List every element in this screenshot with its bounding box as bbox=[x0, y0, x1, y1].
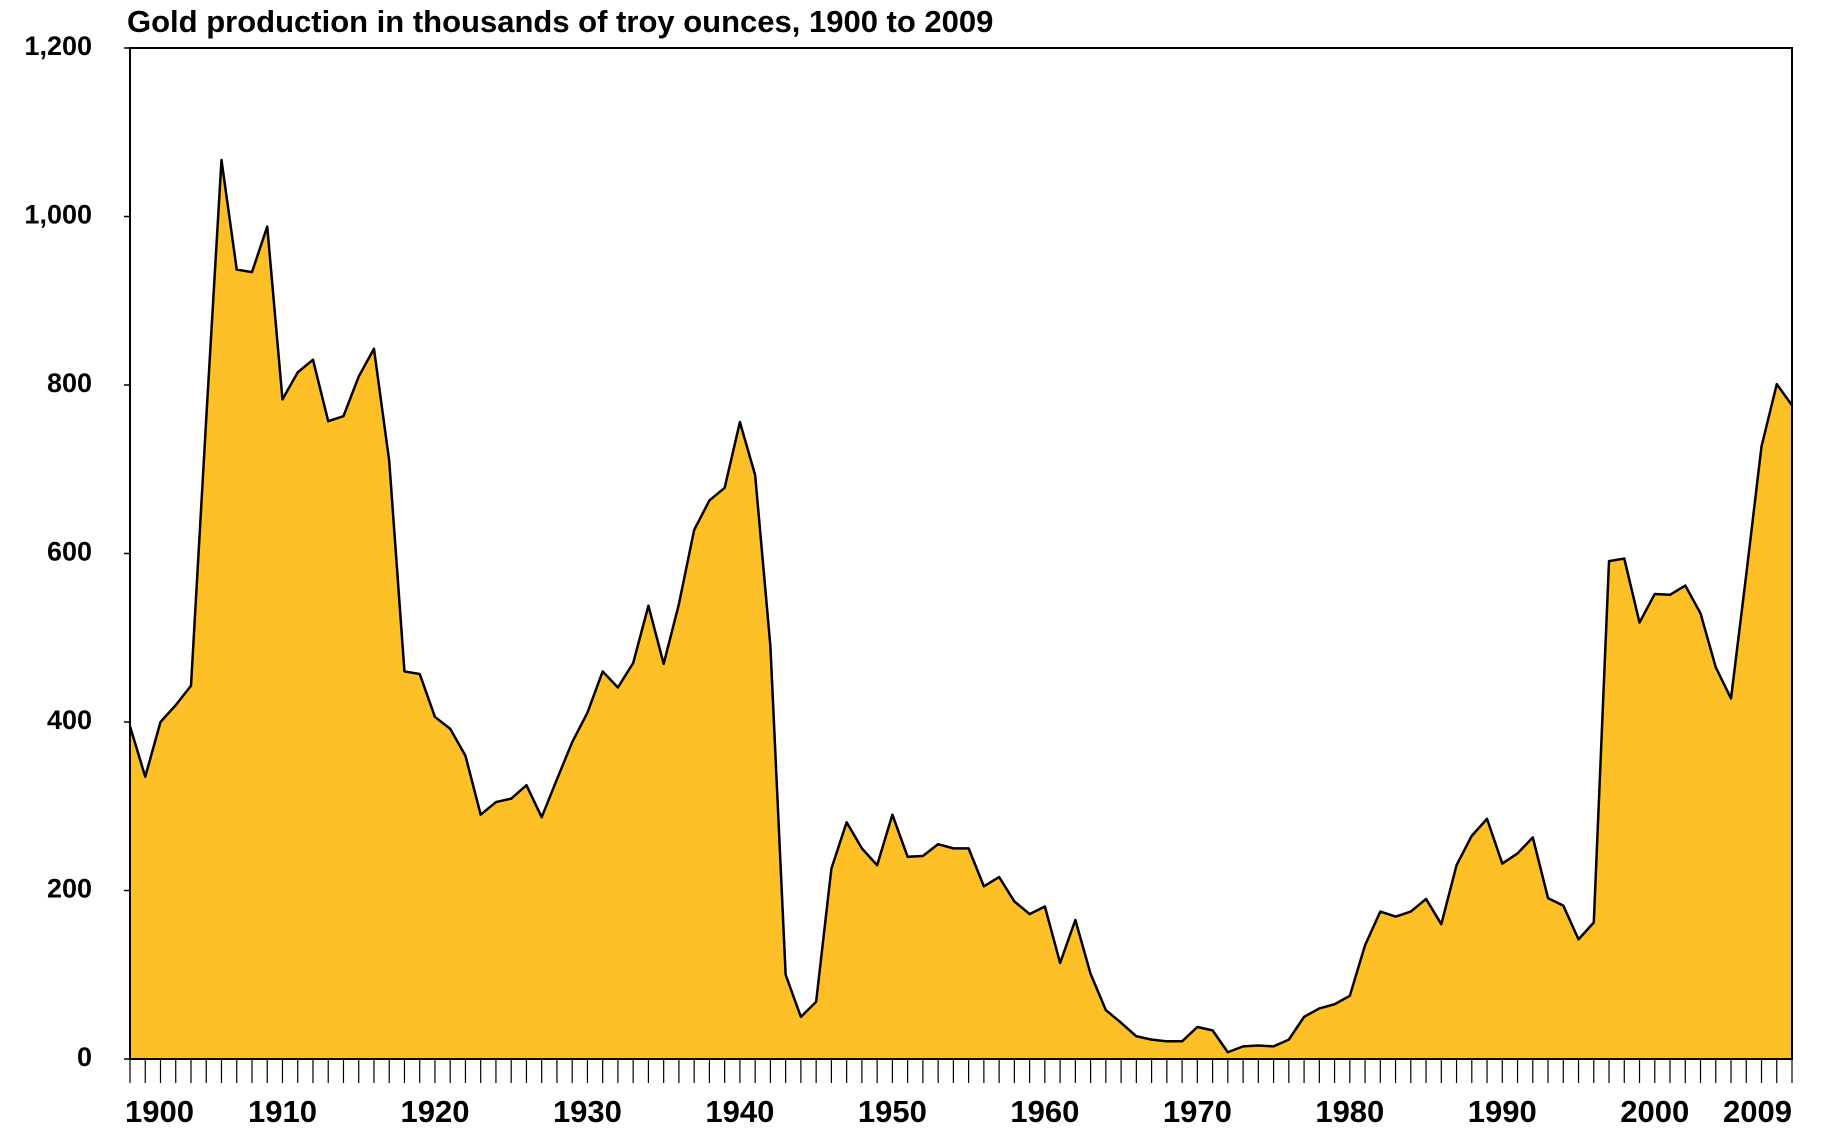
chart-title: Gold production in thousands of troy oun… bbox=[127, 4, 993, 39]
y-tick-label: 1,200 bbox=[24, 31, 92, 61]
y-tick-label: 800 bbox=[47, 368, 92, 398]
x-tick-label: 2000 bbox=[1620, 1094, 1689, 1129]
x-tick-label: 1980 bbox=[1315, 1094, 1384, 1129]
area-line bbox=[128, 158, 1794, 1054]
x-tick-label: 1910 bbox=[248, 1094, 317, 1129]
y-tick-label: 600 bbox=[47, 537, 92, 567]
x-tick-label: 1960 bbox=[1010, 1094, 1079, 1129]
x-tick-label: 1930 bbox=[553, 1094, 622, 1129]
area bbox=[130, 160, 1792, 1060]
x-tick-label: 1990 bbox=[1468, 1094, 1537, 1129]
y-tick-label: 1,000 bbox=[24, 200, 92, 230]
x-tick-label: 1950 bbox=[858, 1094, 927, 1129]
x-tick-label: 1900 bbox=[125, 1094, 194, 1129]
y-tick-label: 0 bbox=[77, 1042, 92, 1072]
y-tick-label: 400 bbox=[47, 705, 92, 735]
x-tick-label: 1920 bbox=[400, 1094, 469, 1129]
x-tick-label: 1970 bbox=[1163, 1094, 1232, 1129]
x-tick-label: 2009 bbox=[1723, 1094, 1792, 1129]
y-tick-label: 200 bbox=[47, 874, 92, 904]
x-tick-label: 1940 bbox=[705, 1094, 774, 1129]
